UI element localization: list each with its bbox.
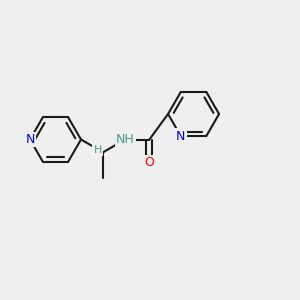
Text: N: N bbox=[25, 133, 35, 146]
Text: H: H bbox=[94, 145, 102, 155]
Text: N: N bbox=[176, 130, 185, 142]
Text: NH: NH bbox=[116, 133, 134, 146]
Text: O: O bbox=[145, 156, 154, 169]
